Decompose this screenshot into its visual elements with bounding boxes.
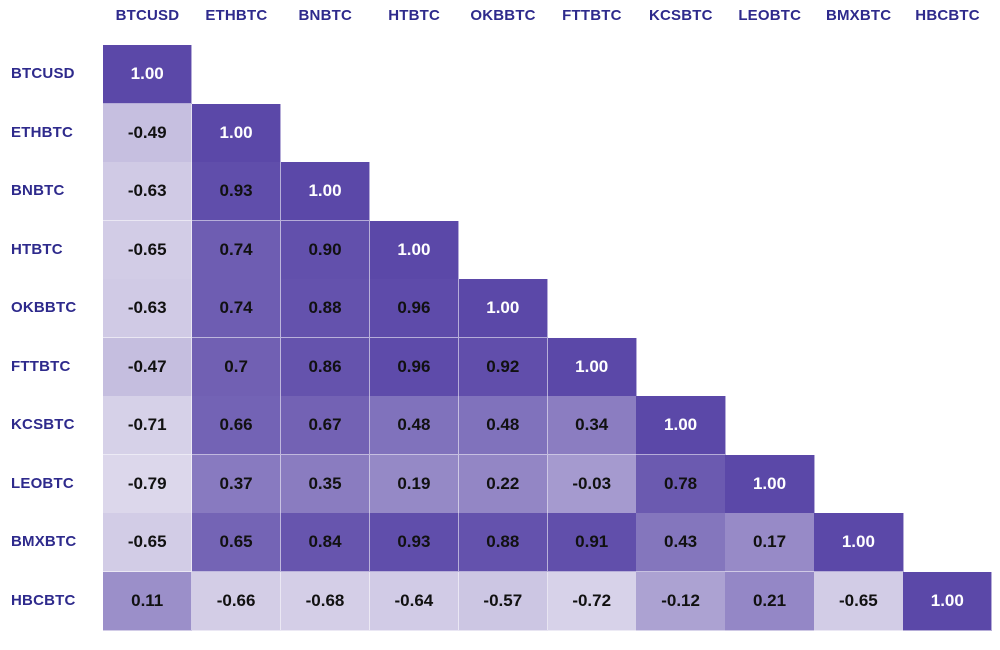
heatmap-cell-hbcbtc-hbcbtc: 1.00 [903, 571, 993, 631]
heatmap-cell-leobtc-okbbtc: 0.22 [458, 454, 548, 514]
heatmap-cell-leobtc-kcsbtc: 0.78 [636, 454, 726, 514]
heatmap-cell-fttbtc-htbtc: 0.96 [369, 337, 460, 397]
heatmap-cell-fttbtc-bnbtc: 0.86 [280, 337, 371, 397]
column-label-bmxbtc: BMXBTC [825, 7, 892, 24]
column-label-ethbtc: ETHBTC [205, 7, 268, 24]
heatmap-cell-okbbtc-htbtc: 0.96 [369, 279, 460, 338]
heatmap-cell-kcsbtc-kcsbtc: 1.00 [636, 396, 726, 455]
heatmap-cell-htbtc-ethbtc: 0.74 [191, 220, 282, 280]
heatmap-cell-leobtc-btcusd: -0.79 [103, 454, 193, 514]
row-label-ethbtc: ETHBTC [11, 123, 74, 141]
row-label-hbcbtc: HBCBTC [11, 591, 76, 609]
heatmap-cell-kcsbtc-okbbtc: 0.48 [458, 396, 548, 455]
column-label-bnbtc: BNBTC [298, 7, 352, 24]
heatmap-cell-hbcbtc-fttbtc: -0.72 [547, 571, 637, 631]
heatmap-cell-bnbtc-ethbtc: 0.93 [191, 162, 282, 221]
heatmap-cell-bmxbtc-bnbtc: 0.84 [280, 513, 371, 572]
column-label-fttbtc: FTTBTC [562, 7, 622, 24]
heatmap-cell-hbcbtc-htbtc: -0.64 [369, 571, 460, 631]
heatmap-cell-fttbtc-btcusd: -0.47 [103, 337, 193, 397]
row-label-kcsbtc: KCSBTC [11, 416, 75, 434]
heatmap-cell-leobtc-ethbtc: 0.37 [191, 454, 282, 514]
heatmap-cell-bmxbtc-leobtc: 0.17 [725, 513, 815, 572]
column-label-btcusd: BTCUSD [115, 7, 180, 24]
heatmap-cell-fttbtc-ethbtc: 0.7 [191, 337, 282, 397]
heatmap-cell-ethbtc-btcusd: -0.49 [103, 103, 193, 163]
heatmap-cell-kcsbtc-htbtc: 0.48 [369, 396, 460, 455]
heatmap-cell-leobtc-leobtc: 1.00 [725, 454, 815, 514]
heatmap-cell-bmxbtc-bmxbtc: 1.00 [814, 513, 904, 572]
heatmap-cell-bnbtc-bnbtc: 1.00 [280, 162, 371, 221]
row-label-bmxbtc: BMXBTC [11, 533, 77, 551]
heatmap-cell-bmxbtc-htbtc: 0.93 [369, 513, 460, 572]
heatmap-cell-htbtc-bnbtc: 0.90 [280, 220, 371, 280]
column-label-htbtc: HTBTC [388, 7, 441, 24]
heatmap-cell-bmxbtc-fttbtc: 0.91 [547, 513, 637, 572]
heatmap-cell-fttbtc-fttbtc: 1.00 [547, 337, 637, 397]
heatmap-cell-bmxbtc-ethbtc: 0.65 [191, 513, 282, 572]
heatmap-cell-bmxbtc-kcsbtc: 0.43 [636, 513, 726, 572]
heatmap-cell-hbcbtc-kcsbtc: -0.12 [636, 571, 726, 631]
row-label-bnbtc: BNBTC [11, 182, 65, 200]
row-label-btcusd: BTCUSD [11, 65, 75, 83]
heatmap-cell-htbtc-htbtc: 1.00 [369, 220, 460, 280]
heatmap-cell-okbbtc-btcusd: -0.63 [103, 279, 193, 338]
heatmap-cell-okbbtc-ethbtc: 0.74 [191, 279, 282, 338]
heatmap-cell-htbtc-btcusd: -0.65 [103, 220, 193, 280]
heatmap-cell-kcsbtc-bnbtc: 0.67 [280, 396, 371, 455]
heatmap-cell-leobtc-fttbtc: -0.03 [547, 454, 637, 514]
heatmap-cell-hbcbtc-bnbtc: -0.68 [280, 571, 371, 631]
heatmap-cell-leobtc-htbtc: 0.19 [369, 454, 460, 514]
column-label-kcsbtc: KCSBTC [648, 7, 713, 24]
row-label-fttbtc: FTTBTC [11, 357, 71, 375]
heatmap-cell-hbcbtc-okbbtc: -0.57 [458, 571, 548, 631]
row-label-leobtc: LEOBTC [11, 474, 74, 492]
heatmap-cell-leobtc-bnbtc: 0.35 [280, 454, 371, 514]
column-label-leobtc: LEOBTC [738, 7, 802, 24]
heatmap-cell-kcsbtc-ethbtc: 0.66 [191, 396, 282, 455]
heatmap-cell-bmxbtc-btcusd: -0.65 [103, 513, 193, 572]
heatmap-cell-hbcbtc-bmxbtc: -0.65 [814, 571, 904, 631]
heatmap-cell-okbbtc-bnbtc: 0.88 [280, 279, 371, 338]
heatmap-cell-ethbtc-ethbtc: 1.00 [191, 103, 282, 163]
column-label-hbcbtc: HBCBTC [915, 7, 980, 24]
heatmap-cell-kcsbtc-fttbtc: 0.34 [547, 396, 637, 455]
heatmap-cell-kcsbtc-btcusd: -0.71 [103, 396, 193, 455]
heatmap-cell-hbcbtc-leobtc: 0.21 [725, 571, 815, 631]
column-label-okbbtc: OKBBTC [470, 7, 536, 24]
heatmap-cell-bnbtc-btcusd: -0.63 [103, 162, 193, 221]
heatmap-cell-hbcbtc-btcusd: 0.11 [103, 571, 193, 631]
row-label-okbbtc: OKBBTC [11, 299, 77, 317]
heatmap-cell-fttbtc-okbbtc: 0.92 [458, 337, 548, 397]
heatmap-cell-btcusd-btcusd: 1.00 [103, 45, 193, 104]
heatmap-cell-okbbtc-okbbtc: 1.00 [458, 279, 548, 338]
heatmap-cell-hbcbtc-ethbtc: -0.66 [191, 571, 282, 631]
heatmap-cell-bmxbtc-okbbtc: 0.88 [458, 513, 548, 572]
row-label-htbtc: HTBTC [11, 240, 63, 258]
